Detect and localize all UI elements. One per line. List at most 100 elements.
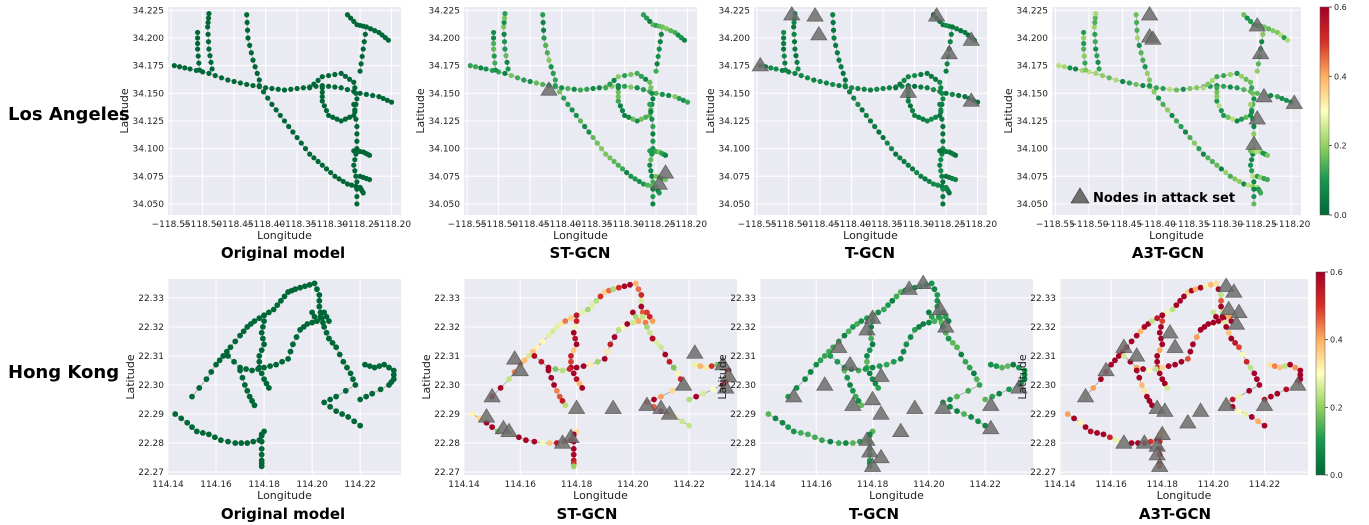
- graph-node: [1095, 59, 1101, 65]
- graph-node: [897, 81, 903, 87]
- graph-node: [597, 293, 604, 300]
- graph-node: [227, 344, 234, 351]
- graph-node: [634, 70, 640, 76]
- y-tick-label: 22.31: [138, 352, 164, 362]
- graph-node: [354, 186, 360, 192]
- attack-node-marker: [652, 399, 670, 414]
- graph-node: [886, 85, 892, 91]
- graph-node: [1178, 358, 1185, 365]
- attack-node-marker: [962, 92, 980, 107]
- graph-node: [1136, 374, 1143, 381]
- graph-node: [359, 53, 365, 60]
- graph-node: [841, 332, 848, 339]
- colorbar-tick-label: 0.2: [1334, 142, 1347, 151]
- graph-node: [932, 76, 939, 82]
- graph-node: [680, 97, 686, 103]
- graph-node: [311, 280, 318, 287]
- graph-node: [206, 70, 212, 76]
- graph-node: [1243, 358, 1250, 365]
- graph-node: [1283, 386, 1290, 393]
- graph-node: [976, 382, 983, 388]
- graph-node: [194, 29, 201, 36]
- graph-node: [371, 364, 378, 371]
- graph-node: [617, 103, 623, 109]
- graph-node: [263, 380, 270, 387]
- graph-node: [1276, 364, 1283, 371]
- graph-node: [344, 87, 351, 93]
- graph-node: [1160, 85, 1166, 92]
- graph-node: [952, 152, 959, 158]
- attack-node-marker: [962, 31, 980, 46]
- graph-node: [817, 357, 824, 364]
- graph-node: [780, 29, 787, 36]
- graph-node: [928, 116, 934, 122]
- graph-node: [332, 173, 338, 179]
- graph-node: [791, 24, 797, 30]
- graph-node: [238, 440, 245, 446]
- graph-node: [1251, 123, 1257, 130]
- graph-node: [1133, 12, 1139, 18]
- graph-node: [674, 370, 681, 377]
- graph-node: [1255, 418, 1262, 425]
- graph-node: [566, 366, 573, 372]
- graph-node: [968, 414, 974, 420]
- graph-node: [1251, 96, 1257, 102]
- graph-node: [259, 324, 266, 330]
- graph-node: [352, 109, 358, 115]
- graph-node: [327, 403, 334, 410]
- graph-node: [697, 363, 704, 370]
- graph-node: [650, 138, 656, 144]
- graph-node: [351, 79, 357, 85]
- graph-node: [1152, 366, 1159, 372]
- graph-node: [611, 77, 617, 83]
- graph-node: [1155, 95, 1162, 101]
- graph-node: [844, 374, 851, 381]
- graph-node: [629, 319, 636, 326]
- y-tick-label: 34.100: [1017, 145, 1049, 155]
- graph-node: [1146, 77, 1153, 83]
- graph-node: [1106, 75, 1112, 81]
- graph-node: [813, 361, 820, 368]
- plot-area: [168, 279, 401, 475]
- x-tick-label: −118.45: [1103, 220, 1142, 230]
- graph-node: [321, 103, 327, 109]
- graph-node: [1209, 77, 1215, 83]
- graph-node: [795, 66, 801, 72]
- graph-node: [647, 101, 653, 107]
- graph-node: [293, 334, 300, 340]
- x-tick-label: 114.22: [344, 480, 376, 490]
- graph-node: [1159, 376, 1166, 383]
- graph-node: [1225, 329, 1232, 336]
- y-tick-label: 34.075: [719, 172, 751, 182]
- graph-node: [1251, 186, 1257, 192]
- graph-node: [943, 90, 949, 96]
- graph-node: [1225, 114, 1231, 120]
- graph-node: [336, 176, 342, 182]
- graph-node: [666, 92, 672, 99]
- graph-node: [281, 87, 288, 93]
- y-tick-label: 34.050: [1017, 200, 1049, 210]
- graph-node: [501, 15, 508, 21]
- y-tick-label: 34.225: [719, 6, 751, 16]
- graph-node: [858, 318, 865, 325]
- graph-node: [260, 89, 267, 95]
- graph-node: [225, 438, 231, 445]
- graph-node: [650, 193, 656, 200]
- graph-node: [632, 280, 639, 287]
- graph-node: [654, 61, 660, 67]
- graph-node: [273, 107, 279, 113]
- graph-node: [258, 445, 265, 452]
- graph-node: [1006, 386, 1012, 393]
- graph-node: [1064, 411, 1071, 417]
- graph-node: [332, 84, 338, 90]
- caption-hk-t-gcn: T-GCN: [848, 505, 900, 523]
- attack-node-marker: [863, 309, 882, 324]
- y-tick-label: 34.100: [719, 145, 751, 155]
- graph-node: [525, 353, 532, 359]
- graph-node: [1249, 85, 1255, 91]
- graph-node: [648, 168, 654, 174]
- graph-node: [668, 28, 674, 34]
- attack-node-marker: [1076, 387, 1095, 403]
- attack-node-marker: [806, 7, 824, 22]
- graph-node: [903, 341, 910, 348]
